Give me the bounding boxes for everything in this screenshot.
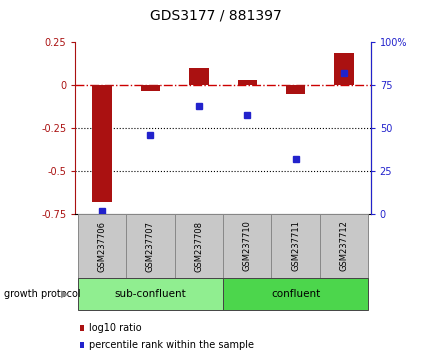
- Bar: [271, 214, 319, 278]
- Text: GSM237708: GSM237708: [194, 221, 203, 272]
- Bar: [78, 278, 223, 310]
- Text: confluent: confluent: [270, 289, 319, 299]
- Bar: [174, 214, 223, 278]
- Text: ▶: ▶: [61, 289, 68, 299]
- Text: GDS3177 / 881397: GDS3177 / 881397: [149, 9, 281, 23]
- Bar: [223, 214, 271, 278]
- Bar: [334, 53, 353, 85]
- Bar: [80, 325, 84, 331]
- Text: log10 ratio: log10 ratio: [89, 323, 141, 333]
- Text: GSM237707: GSM237707: [146, 221, 154, 272]
- Text: sub-confluent: sub-confluent: [114, 289, 186, 299]
- Bar: [141, 85, 160, 91]
- Text: GSM237710: GSM237710: [242, 221, 251, 272]
- Bar: [319, 214, 367, 278]
- Bar: [78, 214, 126, 278]
- Text: growth protocol: growth protocol: [4, 289, 81, 299]
- Bar: [285, 85, 304, 94]
- Bar: [80, 342, 84, 348]
- Bar: [223, 278, 367, 310]
- Text: GSM237711: GSM237711: [291, 221, 299, 272]
- Bar: [189, 68, 208, 85]
- Text: percentile rank within the sample: percentile rank within the sample: [89, 340, 253, 350]
- Bar: [237, 80, 256, 85]
- Text: GSM237706: GSM237706: [97, 221, 106, 272]
- Bar: [126, 214, 174, 278]
- Bar: [92, 85, 111, 202]
- Text: GSM237712: GSM237712: [339, 221, 348, 272]
